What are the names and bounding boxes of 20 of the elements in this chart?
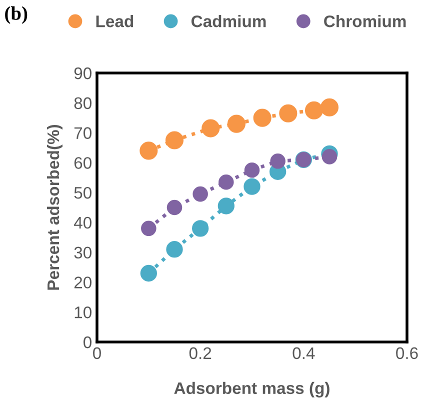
y-tick-label: 50 [74, 186, 92, 199]
x-tick-label: 0.6 [396, 347, 418, 360]
y-tick-label: 70 [74, 127, 92, 139]
x-tick-label: 0 [93, 347, 101, 360]
y-tick-label: 60 [74, 157, 92, 169]
y-tick-label: 40 [74, 216, 92, 229]
x-axis-title: Adsorbent mass (g) [174, 382, 330, 398]
y-axis-title: Percent adsorbed(%) [46, 124, 62, 290]
x-tick-label: 0.2 [189, 347, 212, 360]
x-tick-label: 0.4 [292, 347, 315, 360]
chart-title: (b) [5, 6, 28, 24]
y-tick-label: 10 [74, 306, 92, 318]
y-tick-label: 30 [74, 246, 92, 259]
y-tick-label: 0 [84, 336, 92, 348]
legend-label: Lead [96, 15, 134, 28]
y-tick-label: 90 [74, 67, 92, 80]
legend-label: Cadmium [191, 15, 266, 28]
y-tick-label: 80 [74, 97, 92, 110]
y-tick-label: 20 [74, 276, 92, 288]
legend-label: Chromium [324, 15, 406, 28]
